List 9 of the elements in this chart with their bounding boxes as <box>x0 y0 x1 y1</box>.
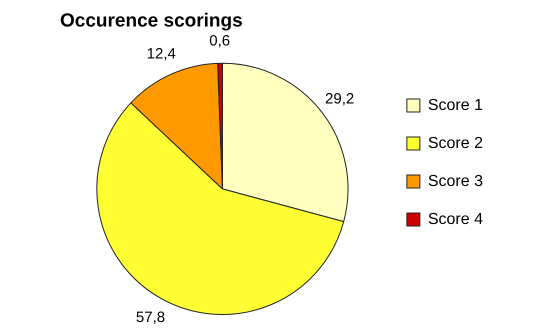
data-label: 29,2 <box>325 90 354 108</box>
legend-label: Score 2 <box>428 134 484 152</box>
legend-label: Score 3 <box>428 172 484 190</box>
data-label: 57,8 <box>136 308 166 326</box>
data-label: 12,4 <box>146 46 176 63</box>
data-label: 0,6 <box>209 32 230 50</box>
legend-label: Score 4 <box>428 210 484 228</box>
chart-title: Occurence scorings <box>60 10 243 32</box>
legend-label: Score 1 <box>428 96 484 114</box>
